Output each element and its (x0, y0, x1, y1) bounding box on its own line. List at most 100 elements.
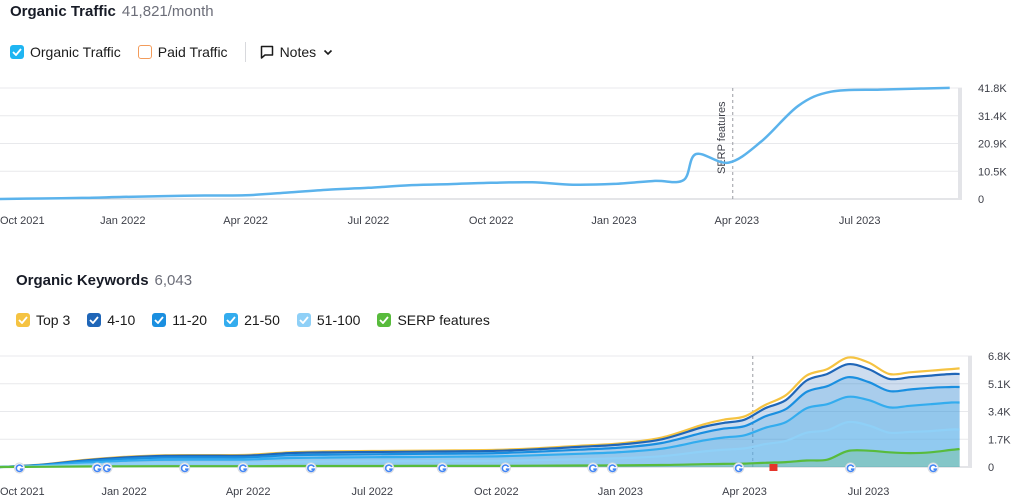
line-21-50 (0, 395, 960, 469)
traffic-legend: Organic Traffic Paid Traffic Notes (10, 42, 340, 62)
x-tick-label: Jan 2023 (591, 215, 636, 227)
y-tick-label: 41.8K (978, 83, 1007, 95)
x-tick-label: Jul 2022 (351, 486, 393, 498)
legend-keywords-4[interactable]: 51-100 (296, 312, 361, 328)
google-icon-glyph (734, 464, 743, 473)
google-icon-glyph (588, 464, 598, 473)
x-tick-label: Jan 2022 (101, 486, 146, 498)
legend-keywords-label: 51-100 (316, 312, 361, 328)
legend-keywords-3[interactable]: 21-50 (224, 312, 280, 328)
keywords-value: 6,043 (154, 272, 193, 289)
y-tick-label: 5.1K (988, 379, 1011, 391)
y-tick-label: 0 (978, 194, 984, 206)
notes-dropdown[interactable]: Notes (260, 44, 341, 60)
range-end-band (958, 88, 962, 199)
checkbox-checked-icon[interactable] (152, 313, 167, 327)
google-icon-glyph (93, 464, 102, 473)
google-icon-glyph (307, 464, 316, 473)
flag-icon (769, 464, 778, 471)
checkbox-checked-icon[interactable] (377, 313, 392, 327)
legend-paid-traffic-label: Paid Traffic (157, 44, 228, 60)
legend-keywords-label: Top 3 (36, 312, 71, 328)
x-tick-label: Oct 2022 (474, 486, 519, 498)
area-4-10 (0, 364, 960, 467)
legend-paid-traffic[interactable]: Paid Traffic (137, 44, 228, 60)
y-tick-label: 1.7K (988, 434, 1011, 446)
checkbox-checked-icon[interactable] (16, 313, 30, 327)
annotation-label: SERP features (716, 101, 728, 174)
y-tick-label: 31.4K (978, 111, 1007, 123)
checkbox-checked-icon[interactable] (224, 313, 239, 327)
google-update-icon (101, 462, 113, 474)
organic-traffic-line (0, 86, 950, 201)
checkbox-checked-icon[interactable] (87, 313, 102, 327)
google-update-icon (305, 462, 317, 474)
google-icon-glyph (846, 464, 855, 473)
google-update-icon (499, 462, 511, 474)
google-icon-glyph (384, 464, 393, 473)
google-update-icon (237, 462, 249, 474)
legend-organic-traffic[interactable]: Organic Traffic (10, 44, 121, 60)
google-icon-glyph (608, 464, 617, 473)
legend-keywords-1[interactable]: 4-10 (87, 312, 135, 328)
legend-keywords-label: SERP features (397, 312, 490, 328)
google-icon-glyph (102, 464, 112, 473)
x-tick-label: Apr 2022 (226, 486, 271, 498)
traffic-title: Organic Traffic 41,821/month (10, 3, 214, 20)
legend-keywords-label: 21-50 (244, 312, 280, 328)
traffic-title-label: Organic Traffic (10, 3, 116, 20)
legend-organic-traffic-label: Organic Traffic (30, 44, 121, 60)
legend-keywords-5[interactable]: SERP features (377, 312, 490, 328)
checkbox-checked-icon[interactable] (296, 313, 311, 327)
google-update-icon (845, 462, 856, 474)
x-tick-label: Oct 2021 (0, 215, 45, 227)
range-end-band (968, 356, 972, 467)
x-tick-label: Oct 2022 (469, 215, 514, 227)
line-11-20 (0, 376, 960, 469)
x-tick-label: Apr 2022 (223, 215, 268, 227)
y-tick-label: 10.5K (978, 166, 1007, 178)
legend-keywords-label: 4-10 (107, 312, 136, 328)
google-update-icon (587, 462, 599, 474)
google-icon-glyph (501, 464, 510, 473)
google-update-icon (91, 462, 103, 474)
google-update-icon (383, 462, 395, 474)
x-tick-label: Apr 2023 (722, 486, 767, 498)
traffic-value: 41,821/month (121, 3, 214, 20)
line-4-10 (0, 362, 960, 469)
legend-keywords-0[interactable]: Top 3 (16, 312, 70, 328)
chevron-down-icon (324, 49, 333, 56)
area-51-100 (0, 421, 960, 467)
line-51-100 (0, 420, 960, 469)
keywords-title-label: Organic Keywords (16, 272, 149, 289)
y-tick-label: 6.8K (988, 351, 1011, 363)
checkbox-checked-icon[interactable] (10, 45, 24, 59)
keywords-title: Organic Keywords 6,043 (16, 272, 192, 289)
x-tick-label: Jan 2023 (598, 486, 643, 498)
y-tick-label: 20.9K (978, 139, 1007, 151)
google-update-icon (436, 462, 448, 474)
y-tick-label: 3.4K (988, 407, 1011, 419)
google-icon-glyph (15, 464, 24, 473)
legend-keywords-label: 11-20 (172, 312, 208, 328)
google-icon-glyph (239, 464, 248, 473)
x-tick-label: Jul 2023 (848, 486, 890, 498)
comment-icon (260, 45, 273, 59)
google-icon-glyph (929, 464, 938, 473)
x-tick-label: Jul 2023 (839, 215, 881, 227)
google-update-icon (179, 462, 191, 474)
checkbox-unchecked-icon[interactable] (137, 45, 152, 59)
x-tick-label: Jul 2022 (348, 215, 390, 227)
line-serp-features (0, 447, 960, 469)
legend-divider (244, 42, 246, 62)
x-tick-label: Apr 2023 (715, 215, 760, 227)
x-tick-label: Jan 2022 (100, 215, 145, 227)
area-11-20 (0, 377, 960, 467)
legend-keywords-2[interactable]: 11-20 (152, 312, 207, 328)
google-icon-glyph (180, 464, 189, 473)
google-update-icon (927, 462, 939, 474)
google-icon-glyph (438, 464, 447, 473)
keywords-legend: Top 3 4-10 11-20 21-50 51-100 SERP features (16, 312, 507, 328)
google-update-icon (606, 462, 618, 474)
